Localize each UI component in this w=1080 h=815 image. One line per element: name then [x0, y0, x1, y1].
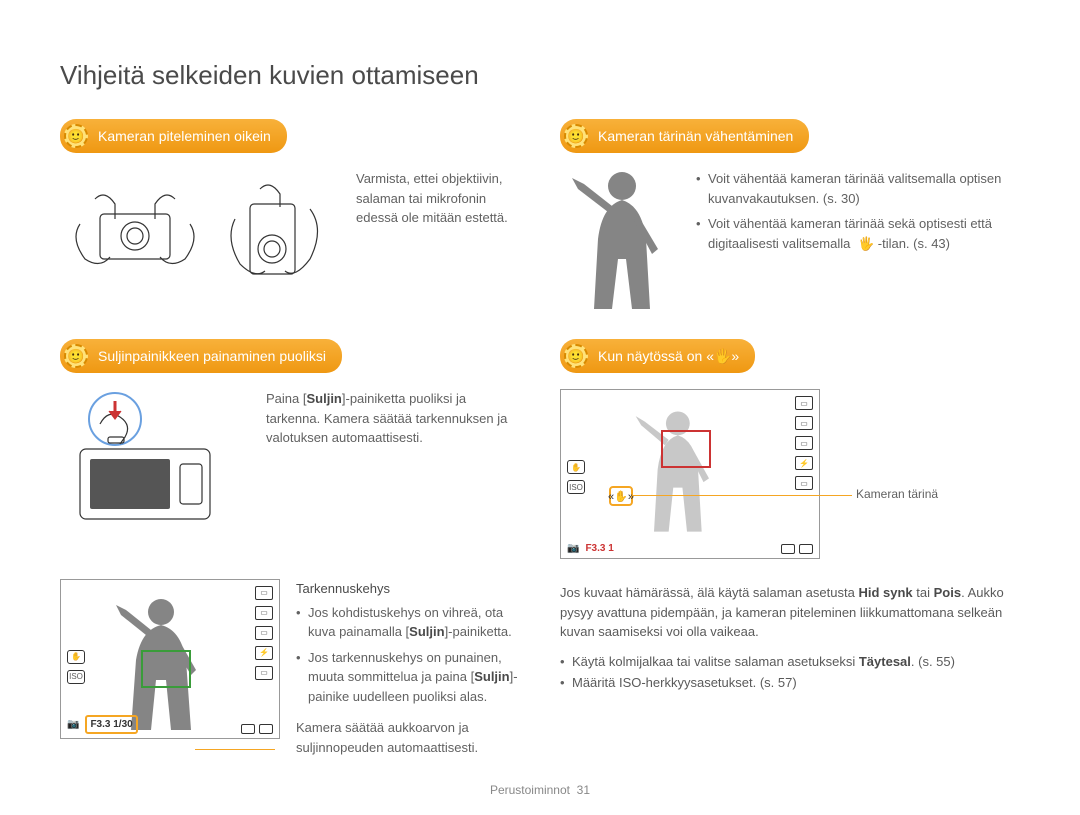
shake-warning-icon: «🖐» — [706, 348, 739, 364]
callout-camera-shake: Kameran tärinä — [856, 487, 938, 501]
focus-frame-red — [661, 430, 711, 468]
badge-label: Kun näytössä on «🖐» — [598, 348, 739, 365]
bullet-red: Jos tarkennuskehys on punainen, muuta so… — [296, 648, 520, 707]
dual-stabilization-icon: 🖐 — [858, 236, 874, 251]
section-reduce-shake: Voit vähentää kameran tärinää valitsemal… — [560, 169, 1020, 309]
half-press-paragraph: Paina [Suljin]-painiketta puoliksi ja ta… — [266, 389, 520, 448]
section-focus-frame: ▭▭▭⚡▭ ✋ISO 📷 F3.3 1/30 Tarkennuskehys — [60, 579, 520, 757]
badge-label: Suljinpainikkeen painaminen puoliksi — [98, 348, 326, 364]
text: tai — [913, 585, 934, 600]
illustration-person-silhouette — [560, 169, 680, 309]
illustration-hands-camera — [60, 169, 340, 309]
footer-section-label: Perustoiminnot — [490, 783, 570, 797]
lcd-preview-shake: ▭▭▭⚡▭ ✋ISO «✋» 📷 F3.3 1 — [560, 389, 820, 559]
focus-frame-heading: Tarkennuskehys — [296, 579, 520, 599]
lcd-preview-green: ▭▭▭⚡▭ ✋ISO 📷 F3.3 1/30 — [60, 579, 280, 739]
bullet-ois: Voit vähentää kameran tärinää valitsemal… — [696, 169, 1020, 208]
aperture-note: Kamera säätää aukkoarvon ja suljinnopeud… — [296, 718, 520, 757]
badge-label: Kameran piteleminen oikein — [98, 128, 271, 144]
badge-half-press: Suljinpainikkeen painaminen puoliksi — [60, 339, 342, 373]
content-columns: Kameran piteleminen oikein — [60, 119, 1020, 787]
footer-page-number: 31 — [577, 783, 590, 797]
lcd-bottom-info: 📷 F3.3 1 — [567, 543, 614, 554]
focus-frame-bullets: Jos kohdistuskehys on vihreä, ota kuva p… — [296, 603, 520, 707]
bullet-iso: Määritä ISO-herkkyysasetukset. (s. 57) — [560, 675, 1020, 690]
holding-camera-text: Varmista, ettei objektiivin, salaman tai… — [356, 169, 516, 309]
text: ]-painiketta. — [445, 624, 512, 639]
lcd-icons-right: ▭▭▭⚡▭ — [255, 586, 273, 680]
smiley-icon — [564, 124, 588, 148]
section-half-press: Paina [Suljin]-painiketta puoliksi ja ta… — [60, 389, 520, 549]
right-column: Kameran tärinän vähentäminen Voit vähent… — [560, 119, 1020, 787]
lcd-icons-right: ▭▭▭⚡▭ — [795, 396, 813, 490]
smiley-icon — [64, 124, 88, 148]
badge-reduce-shake: Kameran tärinän vähentäminen — [560, 119, 809, 153]
shake-icon-highlighted: «✋» — [609, 486, 633, 506]
illustration-camera-press — [60, 389, 250, 549]
text: Käytä kolmijalkaa tai valitse salaman as… — [572, 654, 859, 669]
lcd-icons-left: ✋ISO — [567, 460, 585, 494]
flash-mode-label: Hid synk — [858, 585, 912, 600]
text: Jos tarkennuskehys on punainen, muuta so… — [308, 650, 502, 685]
lcd-battery — [781, 544, 813, 554]
flash-mode-label: Pois — [934, 585, 961, 600]
text: Paina [ — [266, 391, 306, 406]
callout-line — [632, 495, 852, 496]
page-title: Vihjeitä selkeiden kuvien ottamiseen — [60, 60, 1020, 91]
fill-flash-label: Täytesal — [859, 654, 911, 669]
shutter-label: Suljin — [306, 391, 341, 406]
lcd-bottom-info: 📷 F3.3 1/30 — [67, 715, 138, 734]
lcd-battery — [241, 724, 273, 734]
low-light-paragraph: Jos kuvaat hämärässä, älä käytä salaman … — [560, 583, 1020, 642]
badge-label: Kameran tärinän vähentäminen — [598, 128, 793, 144]
shutter-label: Suljin — [474, 669, 509, 684]
bullet-dual: Voit vähentää kameran tärinää sekä optis… — [696, 214, 1020, 253]
page-footer: Perustoiminnot 31 — [0, 783, 1080, 797]
callout-line — [195, 749, 275, 750]
smiley-icon — [64, 344, 88, 368]
smiley-icon — [564, 344, 588, 368]
text: -tilan. (s. 43) — [874, 236, 950, 251]
text: . (s. 55) — [911, 654, 955, 669]
badge-shake-warning: Kun näytössä on «🖐» — [560, 339, 755, 373]
bullet-green: Jos kohdistuskehys on vihreä, ota kuva p… — [296, 603, 520, 642]
left-column: Kameran piteleminen oikein — [60, 119, 520, 787]
lcd-icons-left: ✋ISO — [67, 650, 85, 684]
shutter-label: Suljin — [409, 624, 444, 639]
text: Kun näytössä on — [598, 348, 706, 364]
focus-frame-green — [141, 650, 191, 688]
section-holding-camera: Varmista, ettei objektiivin, salaman tai… — [60, 169, 520, 309]
bullet-tripod: Käytä kolmijalkaa tai valitse salaman as… — [560, 654, 1020, 669]
badge-holding-camera: Kameran piteleminen oikein — [60, 119, 287, 153]
text: Jos kuvaat hämärässä, älä käytä salaman … — [560, 585, 858, 600]
